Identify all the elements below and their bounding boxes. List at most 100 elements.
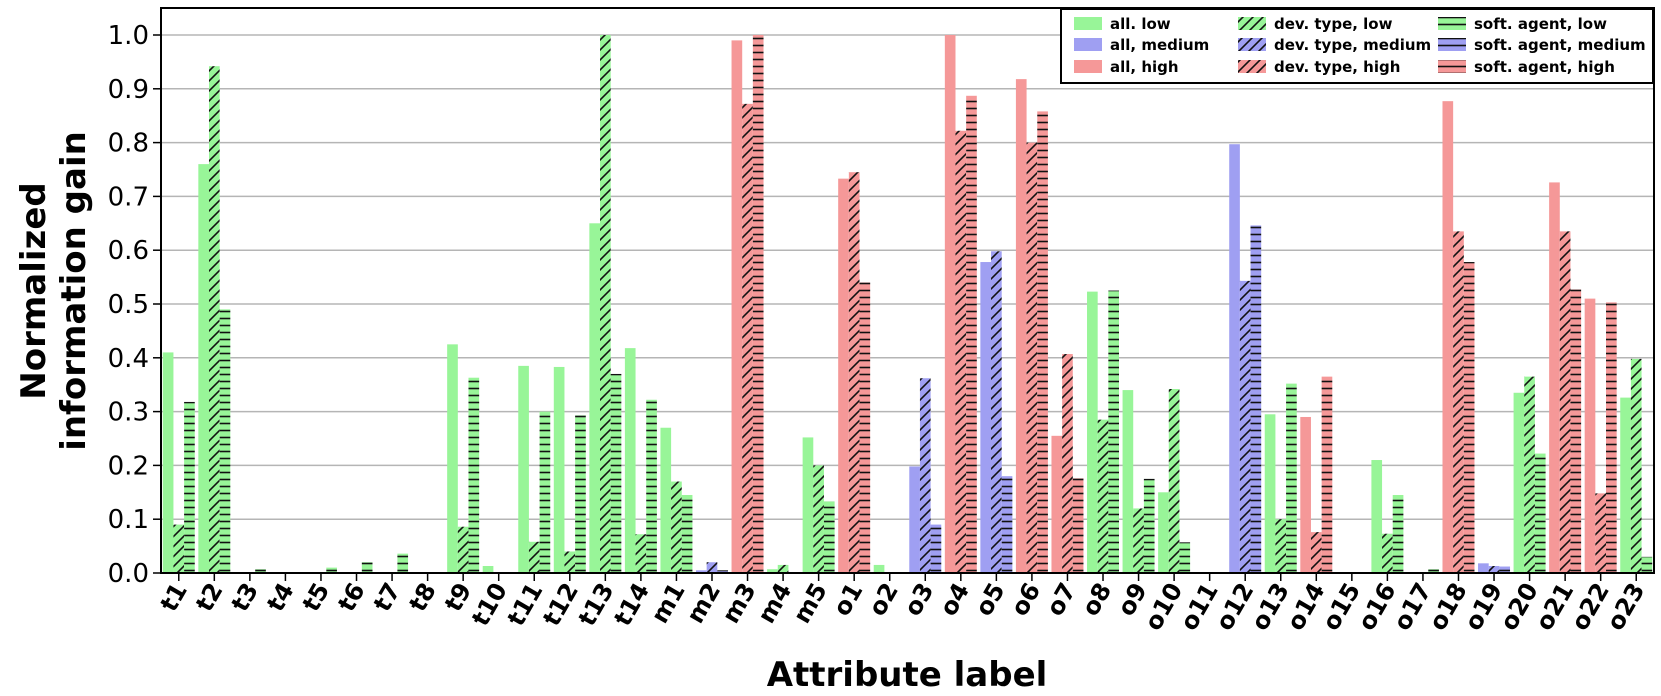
y-axis: 0.0 0.1 0.2 0.3 0.4 0.5 0.6 0.7 0.8 0.9 1.0 (108, 21, 161, 589)
x-tick-label-t3: t3 (226, 578, 264, 616)
x-tick-label-m3: m3 (717, 578, 762, 628)
bar-o13-1 (1275, 519, 1287, 573)
bar-o1-2 (859, 282, 871, 573)
bar-o22-2 (1606, 302, 1617, 573)
legend-label: soft. agent, medium (1474, 36, 1646, 54)
bar-o13-2 (1286, 383, 1297, 573)
bar-t1-1 (173, 524, 185, 573)
bar-o5-0 (980, 262, 992, 573)
bar-o14-1 (1310, 532, 1322, 573)
y-tick-label: 0.5 (108, 290, 149, 320)
y-tick-label: 0.1 (108, 505, 149, 535)
x-tick-label-o4: o4 (934, 578, 975, 621)
x-tick-label-o19: o19 (1459, 578, 1508, 635)
bar-t14-0 (624, 348, 636, 573)
bar-o9-0 (1122, 390, 1134, 573)
x-tick-label-t2: t2 (190, 578, 228, 616)
bar-t12-1 (564, 551, 576, 573)
bar-o7-2 (1072, 478, 1084, 573)
bar-m2-0 (695, 570, 707, 573)
legend-swatch (1238, 17, 1266, 30)
bar-t7-2 (397, 553, 409, 573)
bar-o18-0 (1442, 101, 1454, 574)
x-tick-label-t6: t6 (332, 578, 370, 616)
bar-o3-1 (919, 378, 931, 573)
legend-label: soft. agent, high (1474, 58, 1615, 76)
bar-o4-1 (955, 130, 967, 573)
bar-t12-2 (575, 415, 586, 573)
bar-o9-1 (1133, 508, 1144, 573)
x-tick-label-o5: o5 (970, 578, 1011, 621)
x-tick-label-t5: t5 (297, 578, 335, 616)
bar-t2-0 (198, 164, 209, 573)
x-tick-label-o22: o22 (1566, 578, 1615, 635)
bar-o16-0 (1371, 460, 1383, 573)
bar-t13-0 (589, 223, 601, 574)
bar-o21-0 (1549, 182, 1560, 573)
legend-label: all. low (1110, 15, 1171, 33)
bar-o12-2 (1250, 225, 1262, 573)
bar-o7-1 (1062, 354, 1073, 573)
legend-swatch (1238, 60, 1266, 73)
bar-m5-2 (823, 501, 835, 573)
x-tick-label-o14: o14 (1281, 578, 1330, 635)
x-tick-label-o16: o16 (1352, 578, 1401, 635)
legend-label: dev. type, low (1274, 15, 1393, 33)
y-tick-label: 0.0 (108, 559, 149, 589)
legend-label: all, high (1110, 58, 1179, 76)
x-tick-label-t1: t1 (155, 578, 193, 616)
bar-o5-2 (1001, 476, 1013, 573)
bar-o6-2 (1037, 111, 1048, 574)
x-tick-label-t8: t8 (403, 578, 441, 616)
bar-o6-1 (1026, 142, 1038, 573)
legend-frame (1060, 8, 1654, 84)
x-tick-label-t4: t4 (261, 578, 299, 616)
plot-frame (160, 7, 1655, 574)
bar-o21-1 (1559, 231, 1571, 573)
bar-o12-0 (1229, 144, 1240, 573)
bar-o18-2 (1463, 262, 1475, 573)
bar-t9-2 (468, 377, 480, 573)
bar-o19-0 (1478, 563, 1489, 573)
bar-o20-2 (1534, 453, 1546, 573)
bar-t11-2 (539, 411, 551, 573)
bar-t14-2 (646, 399, 657, 573)
y-tick-label: 0.8 (108, 129, 149, 159)
x-tick-label-o18: o18 (1423, 578, 1472, 635)
bar-t13-2 (610, 373, 622, 573)
bar-t11-0 (518, 365, 529, 573)
bar-o6-0 (1015, 79, 1027, 574)
bar-o23-1 (1630, 358, 1642, 573)
y-tick-label: 0.4 (108, 344, 149, 374)
y-axis-title-line-1: Normalized (14, 182, 54, 399)
bar-o8-2 (1108, 290, 1119, 573)
bar-o8-0 (1087, 291, 1098, 573)
bar-t2-1 (208, 66, 220, 573)
bar-o4-0 (944, 35, 956, 573)
bar-o14-0 (1300, 416, 1311, 573)
x-tick-label-t10: t10 (466, 578, 513, 631)
bar-o23-0 (1620, 397, 1631, 573)
bar-o20-0 (1513, 392, 1525, 573)
y-tick-label: 0.7 (108, 182, 149, 212)
bar-t9-0 (447, 344, 458, 573)
bar-o17-2 (1428, 569, 1439, 573)
bar-o16-2 (1392, 494, 1404, 573)
y-tick-label: 1.0 (108, 21, 149, 51)
x-tick-label-o21: o21 (1530, 578, 1579, 635)
x-tick-label-t13: t13 (573, 578, 620, 631)
x-tick-label-o20: o20 (1495, 578, 1544, 635)
legend: all. low dev. type, low soft. agent, low al… (1060, 8, 1654, 84)
legend-label: dev. type, high (1274, 58, 1400, 76)
x-tick-label-t14: t14 (608, 578, 655, 631)
x-tick-label-o13: o13 (1246, 578, 1295, 635)
bar-m3-1 (742, 103, 753, 574)
bar-o10-1 (1168, 389, 1180, 573)
bar-o13-0 (1264, 414, 1276, 573)
bar-o3-2 (930, 524, 942, 573)
bar-o12-1 (1239, 280, 1251, 573)
bar-t11-1 (528, 541, 540, 573)
bar-m5-0 (802, 437, 814, 573)
bar-o19-1 (1488, 566, 1500, 573)
bar-t5-2 (326, 567, 337, 573)
